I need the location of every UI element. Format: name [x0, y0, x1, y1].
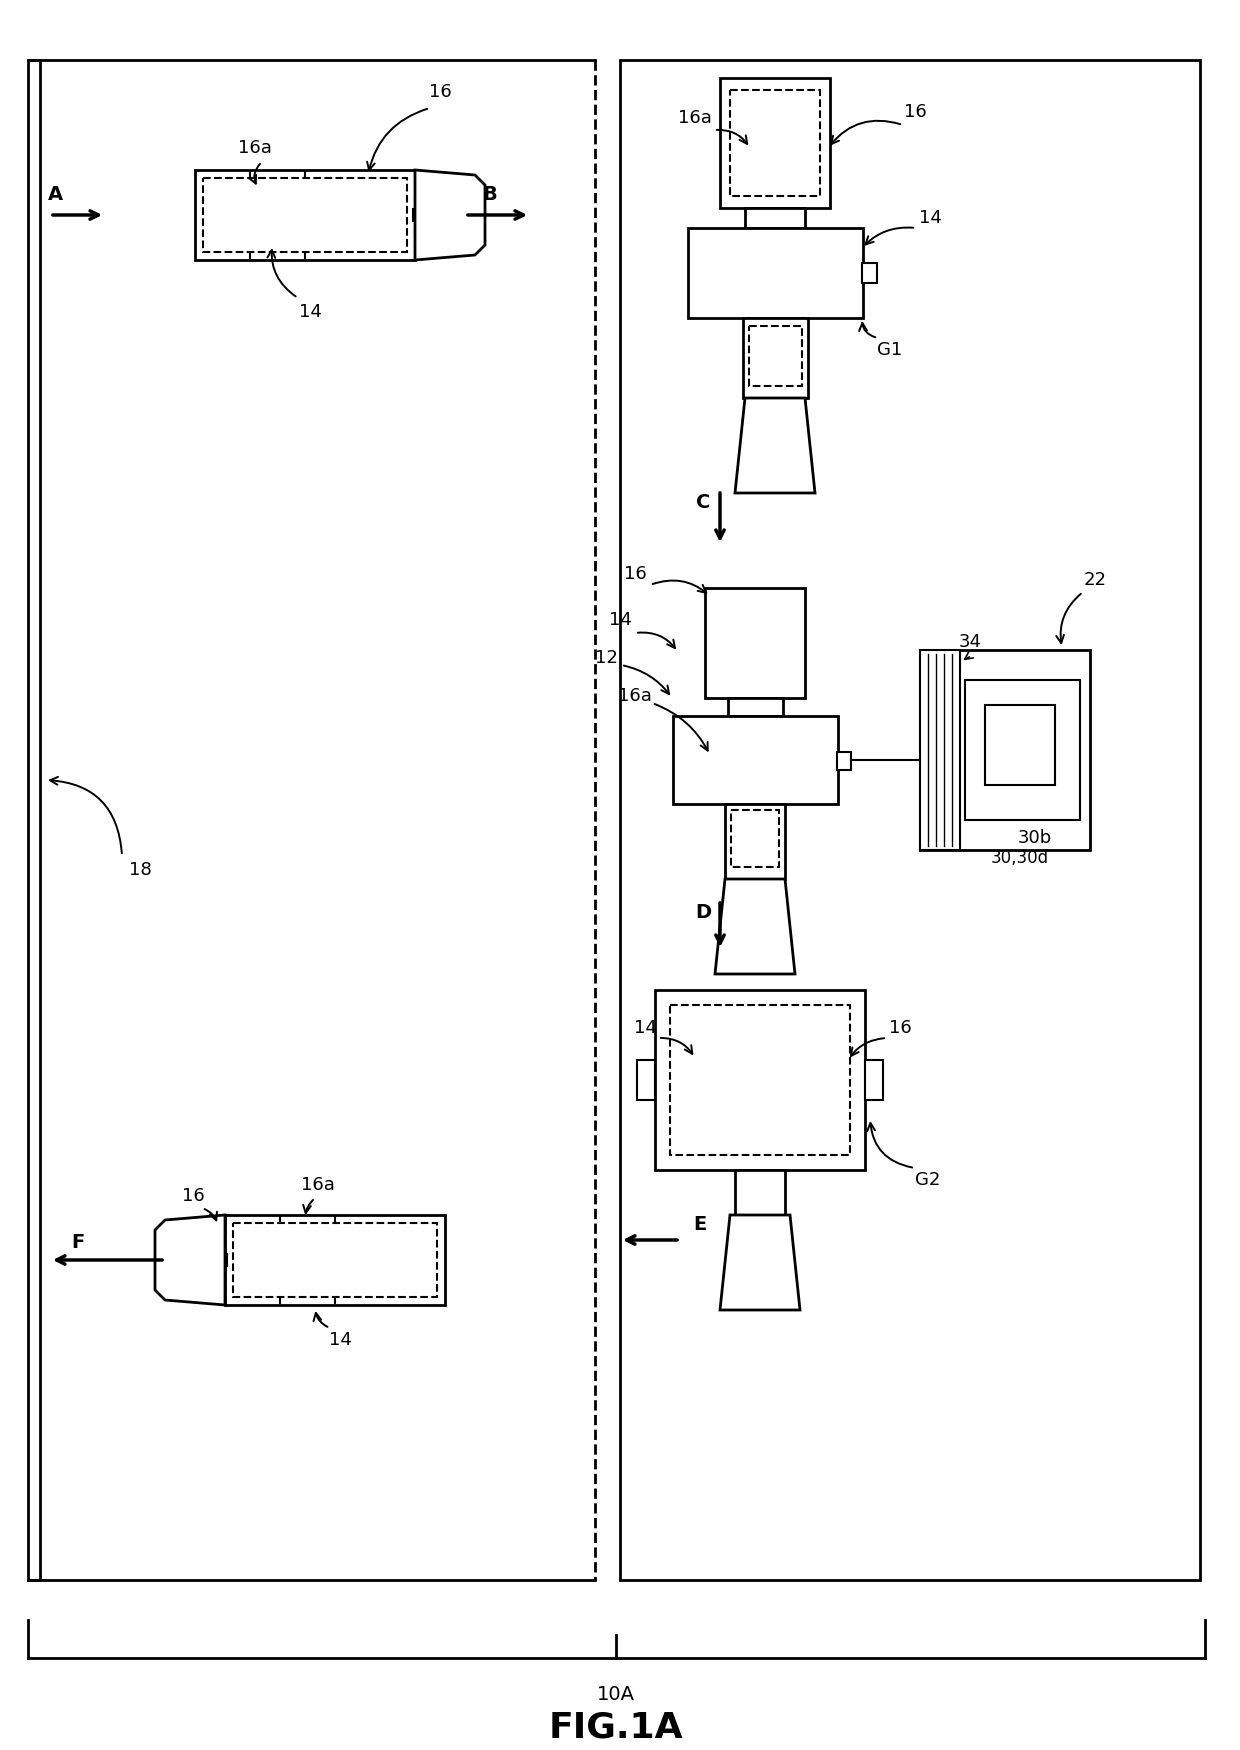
Text: 16a: 16a: [618, 688, 652, 705]
Bar: [620, 60, 1200, 1580]
Text: 16: 16: [889, 1018, 911, 1038]
Bar: [203, 178, 407, 252]
Bar: [637, 1060, 655, 1101]
Text: 14: 14: [919, 208, 941, 228]
Bar: [195, 170, 415, 261]
Text: 18: 18: [129, 861, 151, 878]
Text: 14: 14: [299, 303, 321, 320]
Text: E: E: [693, 1214, 707, 1234]
Bar: [732, 810, 779, 866]
Text: C: C: [696, 492, 711, 511]
Bar: [223, 1255, 227, 1265]
Bar: [837, 752, 851, 770]
Text: 16a: 16a: [301, 1176, 335, 1194]
Text: G1: G1: [878, 341, 903, 359]
Text: 14: 14: [609, 611, 631, 628]
Bar: [670, 1004, 849, 1155]
Text: G2: G2: [915, 1171, 941, 1188]
Polygon shape: [720, 1214, 800, 1311]
Polygon shape: [415, 170, 485, 261]
Text: 34: 34: [959, 634, 982, 651]
Text: 22: 22: [1084, 570, 1106, 590]
Bar: [920, 649, 960, 850]
Bar: [720, 79, 830, 208]
Text: F: F: [72, 1232, 84, 1251]
Bar: [866, 1060, 883, 1101]
Text: 12: 12: [594, 649, 618, 667]
Text: 16a: 16a: [678, 108, 712, 128]
Bar: [725, 803, 785, 878]
Bar: [224, 1214, 445, 1306]
Bar: [706, 588, 805, 698]
Polygon shape: [715, 878, 795, 975]
Bar: [965, 681, 1080, 821]
Bar: [673, 716, 838, 803]
Bar: [862, 262, 877, 284]
Bar: [688, 228, 863, 318]
Bar: [745, 208, 805, 228]
Polygon shape: [155, 1214, 224, 1306]
Text: 30,30d: 30,30d: [991, 849, 1049, 866]
Text: 14: 14: [634, 1018, 656, 1038]
Bar: [655, 990, 866, 1171]
Text: 16: 16: [181, 1186, 205, 1206]
Text: B: B: [482, 186, 497, 205]
Text: 14: 14: [329, 1332, 351, 1349]
Polygon shape: [735, 397, 815, 493]
Text: 16: 16: [904, 103, 926, 121]
Text: D: D: [694, 903, 711, 922]
Text: 10A: 10A: [596, 1685, 635, 1704]
Text: 16: 16: [429, 82, 451, 102]
Bar: [920, 649, 1090, 850]
Bar: [749, 326, 802, 387]
Bar: [413, 208, 417, 220]
Bar: [29, 60, 40, 1580]
Text: 16a: 16a: [238, 138, 272, 158]
Bar: [735, 1171, 785, 1214]
Bar: [985, 705, 1055, 786]
Text: 30b: 30b: [1018, 830, 1052, 847]
Text: 16: 16: [624, 565, 646, 583]
Text: A: A: [47, 186, 62, 205]
Bar: [743, 318, 808, 397]
Bar: [233, 1223, 436, 1297]
Bar: [730, 89, 820, 196]
Text: FIG.1A: FIG.1A: [548, 1712, 683, 1745]
Bar: [728, 698, 782, 716]
